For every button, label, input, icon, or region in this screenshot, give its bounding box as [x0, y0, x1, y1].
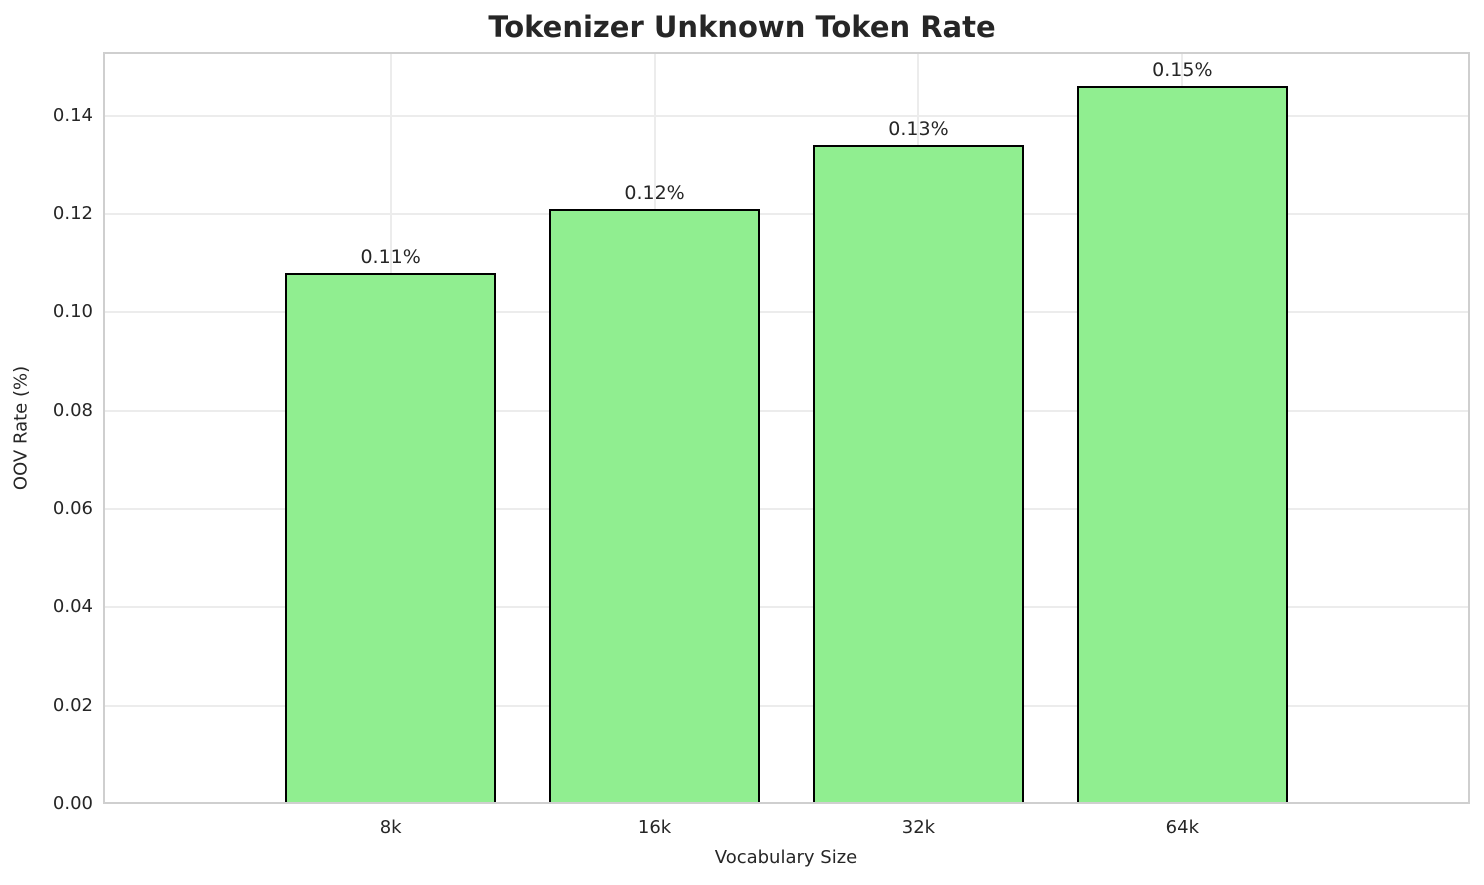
y-tick-label: 0.06	[52, 498, 93, 520]
y-gridline	[103, 213, 1470, 216]
chart-title: Tokenizer Unknown Token Rate	[488, 10, 996, 44]
bar-value-label: 0.15%	[1152, 59, 1213, 82]
y-gridline	[103, 311, 1470, 314]
bar	[812, 145, 1024, 804]
bar	[548, 209, 761, 804]
x-tick-label: 16k	[637, 817, 672, 838]
y-tick-label: 0.10	[52, 301, 93, 323]
x-tick-label: 8k	[379, 817, 402, 838]
y-tick-label: 0.08	[52, 399, 93, 421]
bar-value-label: 0.13%	[888, 118, 949, 141]
x-tick-label: 32k	[901, 817, 936, 838]
bar-value-label: 0.11%	[360, 246, 421, 269]
y-gridline	[103, 508, 1470, 511]
plot-area: 0.11% 0.12% 0.13% 0.15%	[103, 52, 1470, 804]
x-axis-label: Vocabulary Size	[714, 847, 858, 868]
y-gridline	[103, 606, 1470, 609]
bar	[285, 273, 497, 804]
y-tick-label: 0.14	[52, 104, 93, 126]
x-tick-label: 64k	[1165, 817, 1200, 838]
y-tick-label: 0.04	[52, 596, 93, 618]
y-axis-label: OOV Rate (%)	[10, 365, 32, 491]
y-tick-label: 0.02	[52, 694, 93, 716]
y-gridline	[103, 409, 1470, 412]
y-tick-label: 0.00	[52, 793, 93, 814]
y-gridline	[103, 114, 1470, 117]
bar-value-label: 0.12%	[624, 182, 685, 205]
y-gridline	[103, 704, 1470, 707]
y-tick-label: 0.12	[52, 203, 93, 225]
bar	[1076, 86, 1288, 804]
